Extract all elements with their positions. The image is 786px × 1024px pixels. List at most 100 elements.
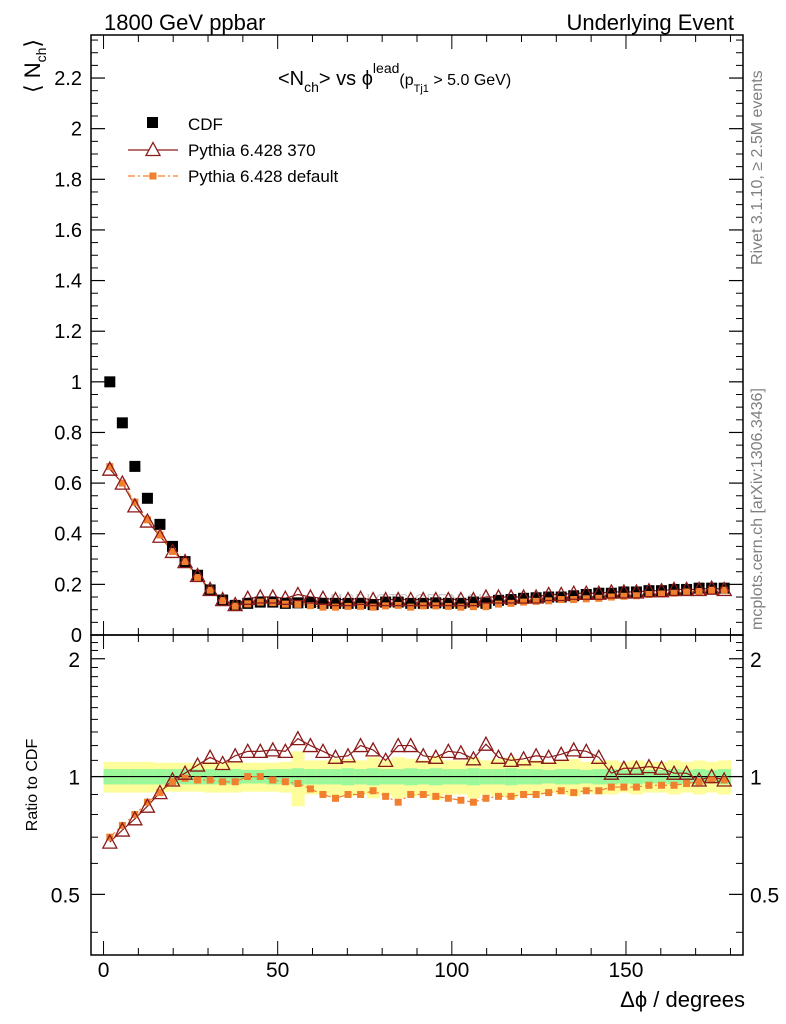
rivet-info: Rivet 3.1.10, ≥ 2.5M events: [749, 70, 766, 265]
pdef-point: [520, 598, 528, 606]
pdef-point: [720, 586, 728, 594]
main-ytick-label: 2: [71, 119, 82, 141]
ratio-pdef-point: [570, 789, 578, 797]
mcplots-info: mcplots.cern.ch [arXiv:1306.3436]: [749, 388, 766, 630]
ratio-ytick-label: 2: [68, 649, 80, 672]
ratio-pdef-point: [720, 776, 728, 784]
p370-point: [252, 588, 269, 604]
ratio-pdef-point: [382, 792, 390, 800]
pdef-point: [683, 588, 691, 596]
p370-point: [565, 584, 582, 600]
series-line-p370: [109, 468, 725, 606]
ratio-p370-point: [427, 748, 444, 764]
ratio-p370-point: [289, 730, 306, 746]
cdf-point: [493, 594, 504, 606]
pdef-point: [332, 603, 339, 611]
pdef-point: [407, 603, 415, 611]
cdf-point: [455, 597, 467, 609]
p370-point: [716, 581, 733, 597]
main-panel: MCPLOTS.CERN.CH 00.20.40.60.811.21.41.61…: [54, 34, 744, 647]
main-ytick-label: 1.6: [54, 220, 82, 242]
p370-point: [515, 588, 532, 604]
ratio-p370-point: [101, 833, 118, 849]
xtick-label: 150: [608, 959, 643, 982]
ratio-p370-point: [528, 747, 545, 763]
ratio-pdef-point: [620, 783, 628, 791]
cdf-point: [317, 597, 329, 609]
pdef-point: [256, 598, 264, 606]
p370-point: [402, 591, 419, 607]
plot-title: <Nch> vs ϕlead(pTj1 > 5.0 GeV): [278, 60, 511, 95]
p370-point: [390, 591, 407, 607]
ratio-p370-point: [327, 748, 344, 764]
header-right: Underlying Event: [566, 10, 734, 35]
ratio-pdef-point: [143, 798, 151, 806]
pdef-point: [357, 602, 365, 610]
ratio-pdef-point: [244, 773, 252, 781]
p370-point: [603, 583, 620, 599]
main-ytick-label: 1: [71, 372, 82, 394]
ratio-ytick-label-right: 0.5: [750, 884, 779, 907]
p370-point: [114, 474, 131, 490]
ratio-p370-point: [691, 771, 708, 787]
ratio-pdef-point: [118, 821, 126, 829]
p370-point: [339, 591, 357, 607]
pdef-point: [344, 602, 352, 610]
title-sub2: Tj1: [414, 83, 429, 95]
p370-point: [202, 581, 219, 597]
ratio-p370-point: [540, 748, 557, 764]
legend-marker-cdf: [147, 117, 158, 128]
p370-point: [502, 588, 520, 604]
ratio-pdef-point: [156, 789, 164, 797]
x-axis-label: Δϕ / degrees: [620, 987, 745, 1012]
main-y-label: ⟨ Nch⟩: [20, 39, 49, 93]
ratio-pdef-point: [695, 778, 703, 786]
pdef-point: [181, 558, 189, 566]
xtick-label: 0: [98, 959, 110, 982]
ratio-p370-point: [440, 742, 457, 758]
ratio-p370-point: [365, 741, 382, 757]
p370-point: [239, 589, 256, 605]
ratio-p370-point: [578, 742, 595, 758]
legend-label-pdef: Pythia 6.428 default: [188, 167, 339, 186]
ratio-ytick-label-right: 2: [750, 649, 762, 672]
ratio-p370-point: [227, 747, 244, 763]
ratio-pdef-point: [582, 787, 590, 795]
p370-point: [678, 581, 695, 597]
ratio-pdef-point: [482, 794, 490, 802]
p370-point: [164, 543, 181, 559]
p370-point: [477, 588, 495, 604]
ratio-pdef-point: [332, 794, 339, 802]
p370-point: [653, 582, 670, 598]
ratio-pdef-point: [557, 787, 565, 795]
ratio-pdef-point: [545, 789, 553, 797]
ratio-pdef-point: [507, 792, 515, 800]
main-ytick-label: 1.8: [54, 169, 82, 191]
p370-point: [578, 584, 595, 600]
cdf-point: [467, 596, 479, 608]
pdef-point: [557, 596, 565, 604]
title-prefix: <N: [278, 68, 304, 90]
title-mid: > vs ϕ: [319, 68, 373, 90]
pdef-point: [156, 531, 164, 539]
p370-point: [452, 591, 469, 607]
ratio-ytick-label-right: 1: [750, 767, 762, 790]
pdef-point: [294, 600, 302, 608]
pdef-point: [670, 589, 678, 597]
main-ytick-label: 1.2: [54, 321, 82, 343]
pdef-point: [469, 603, 477, 611]
cdf-point: [129, 460, 141, 472]
p370-point: [189, 567, 206, 583]
ratio-pdef-point: [206, 776, 214, 784]
ratio-p370-point: [515, 750, 532, 766]
ylabel-sub: ch: [33, 48, 49, 63]
legend-label-p370: Pythia 6.428 370: [188, 141, 316, 160]
ylabel-main: ⟨ N: [20, 62, 45, 93]
p370-point: [427, 591, 444, 607]
ratio-p370-point: [477, 735, 495, 751]
cdf-point: [141, 492, 153, 504]
ratio-p370-point: [339, 747, 357, 763]
ratio-p370-point: [565, 741, 582, 757]
p370-point: [227, 596, 244, 612]
